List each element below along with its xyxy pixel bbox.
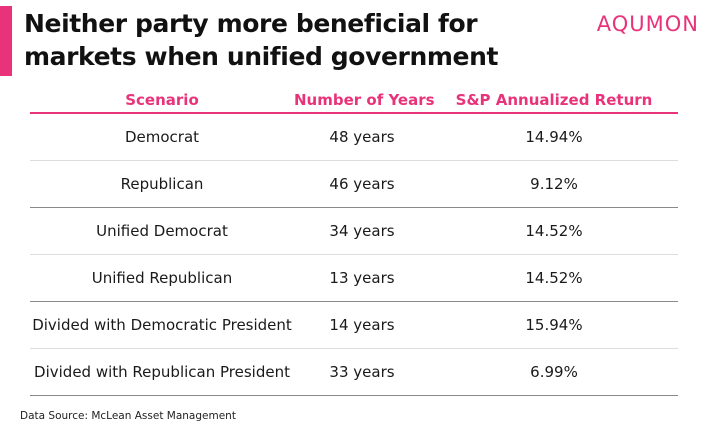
page-title: Neither party more beneficial for market… <box>24 9 499 71</box>
scenario-cell: Democrat <box>30 113 294 161</box>
years-cell: 48 years <box>294 113 430 161</box>
return-cell: 15.94% <box>430 301 678 349</box>
scenario-cell: Republican <box>30 160 294 208</box>
table-row: Unified Democrat 34 years 14.52% <box>30 207 678 255</box>
returns-table: Scenario Number of Years S&P Annualized … <box>30 88 678 396</box>
scenario-cell: Unified Democrat <box>30 207 294 255</box>
table-row: Republican 46 years 9.12% <box>30 160 678 208</box>
title-accent-bar <box>0 6 12 76</box>
table-row: Democrat 48 years 14.94% <box>30 113 678 161</box>
return-cell: 14.94% <box>430 113 678 161</box>
table-header-row: Scenario Number of Years S&P Annualized … <box>30 88 678 114</box>
table-row: Divided with Republican President 33 yea… <box>30 348 678 396</box>
return-cell: 6.99% <box>430 348 678 396</box>
years-cell: 14 years <box>294 301 430 349</box>
scenario-cell: Unified Republican <box>30 254 294 302</box>
column-header-scenario: Scenario <box>30 88 294 114</box>
return-cell: 14.52% <box>430 254 678 302</box>
data-source-note: Data Source: McLean Asset Management <box>20 410 236 422</box>
table-row: Unified Republican 13 years 14.52% <box>30 254 678 302</box>
scenario-cell: Divided with Democratic President <box>30 301 294 349</box>
scenario-cell: Divided with Republican President <box>30 348 294 396</box>
return-cell: 14.52% <box>430 207 678 255</box>
column-header-return: S&P Annualized Return <box>430 88 678 114</box>
return-cell: 9.12% <box>430 160 678 208</box>
column-header-years: Number of Years <box>294 88 435 114</box>
table-row: Divided with Democratic President 14 yea… <box>30 301 678 349</box>
years-cell: 33 years <box>294 348 430 396</box>
brand-logo: AQUMON <box>596 12 699 36</box>
years-cell: 13 years <box>294 254 430 302</box>
years-cell: 46 years <box>294 160 430 208</box>
years-cell: 34 years <box>294 207 430 255</box>
